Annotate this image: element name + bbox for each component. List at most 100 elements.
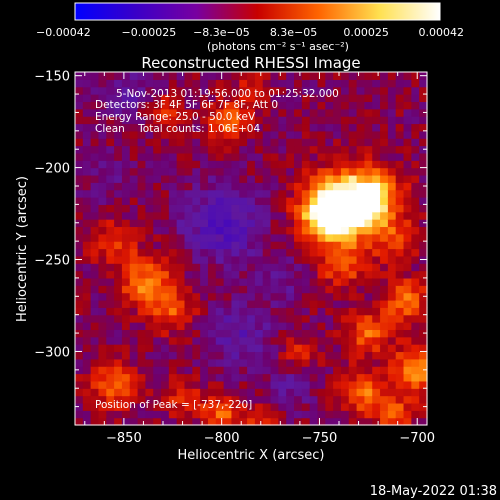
heatmap-cell <box>387 388 397 397</box>
heatmap-cell <box>294 336 303 345</box>
heatmap-cell <box>239 79 248 88</box>
heatmap-cell <box>82 233 92 242</box>
heatmap-cell <box>356 123 366 132</box>
heatmap-cell <box>75 211 84 220</box>
heatmap-cell <box>387 277 397 286</box>
heatmap-cell <box>82 366 92 375</box>
heatmap-cell <box>325 108 334 117</box>
heatmap-cell <box>90 79 100 88</box>
heatmap-cell <box>301 410 311 419</box>
heatmap-cell <box>215 336 225 345</box>
heatmap-cell <box>106 197 115 205</box>
heatmap-cell <box>380 101 389 110</box>
heatmap-cell <box>380 167 389 176</box>
heatmap-cell <box>395 108 405 117</box>
heatmap-cell <box>176 277 186 286</box>
heatmap-cell <box>380 226 389 235</box>
heatmap-cell <box>301 277 311 286</box>
heatmap-cell <box>153 358 162 367</box>
heatmap-cell <box>278 72 287 80</box>
heatmap-cell <box>90 373 100 382</box>
heatmap-cell <box>348 292 358 301</box>
heatmap-cell <box>294 358 303 367</box>
heatmap-cell <box>309 219 319 228</box>
heatmap-cell <box>90 123 100 132</box>
heatmap-cell <box>161 79 170 88</box>
heatmap-cell <box>387 130 397 139</box>
heatmap-cell <box>200 204 209 213</box>
heatmap-cell <box>380 277 389 286</box>
heatmap-cell <box>403 233 412 242</box>
heatmap-cell <box>372 72 381 80</box>
heatmap-cell <box>153 130 162 139</box>
heatmap-cell <box>372 174 381 183</box>
heatmap-cell <box>145 277 154 286</box>
heatmap-cell <box>411 219 420 228</box>
heatmap-cell <box>270 292 279 301</box>
heatmap-cell <box>90 219 100 228</box>
heatmap-cell <box>387 248 397 257</box>
heatmap-cell <box>90 417 100 426</box>
heatmap-cell <box>145 108 154 117</box>
heatmap-cell <box>395 241 405 250</box>
heatmap-cell <box>356 388 366 397</box>
heatmap-cell <box>215 402 225 411</box>
heatmap-cell <box>106 380 115 389</box>
heatmap-cell <box>348 204 358 213</box>
heatmap-cell <box>145 373 154 382</box>
heatmap-cell <box>207 145 217 154</box>
heatmap-cell <box>286 145 295 154</box>
heatmap-cell <box>176 358 186 367</box>
heatmap-cell <box>411 79 420 88</box>
heatmap-cell <box>75 108 84 117</box>
heatmap-cell <box>270 226 279 235</box>
y-axis-ticks: −150−200−250−300 <box>34 70 427 426</box>
heatmap-cell <box>215 174 225 183</box>
heatmap-cell <box>262 145 272 154</box>
heatmap-cell <box>200 263 209 272</box>
heatmap-cell <box>161 86 170 95</box>
heatmap-cell <box>372 189 381 198</box>
heatmap-cell <box>145 211 154 220</box>
heatmap-cell <box>90 248 100 257</box>
heatmap-cell <box>231 79 240 88</box>
heatmap-cell <box>364 204 373 213</box>
heatmap-cell <box>215 167 225 176</box>
heatmap-cell <box>200 344 209 353</box>
clean-counts-text: Clean Total counts: 1.06E+04 <box>95 123 260 135</box>
heatmap-cell <box>364 329 373 338</box>
heatmap-cell <box>168 351 178 360</box>
heatmap-cell <box>325 160 334 169</box>
heatmap-cell <box>161 189 170 198</box>
heatmap-cell <box>348 248 358 257</box>
heatmap-cell <box>294 174 303 183</box>
heatmap-cell <box>395 152 405 161</box>
heatmap-cell <box>380 395 389 404</box>
heatmap-cell <box>200 358 209 367</box>
heatmap-cell <box>239 380 248 389</box>
heatmap-cell <box>395 358 405 367</box>
heatmap-cell <box>145 86 154 95</box>
heatmap-cell <box>270 395 279 404</box>
heatmap-cell <box>176 72 186 80</box>
heatmap-cell <box>129 138 139 147</box>
heatmap-cell <box>419 263 428 272</box>
heatmap-cell <box>231 241 240 250</box>
heatmap-cell <box>372 263 381 272</box>
heatmap-cell <box>129 211 139 220</box>
heatmap-cell <box>176 160 186 169</box>
heatmap-cell <box>387 160 397 169</box>
heatmap-cell <box>309 344 319 353</box>
heatmap-cell <box>106 410 115 419</box>
heatmap-cell <box>121 366 131 375</box>
heatmap-cell <box>90 395 100 404</box>
heatmap-cell <box>254 167 264 176</box>
heatmap-cell <box>184 219 193 228</box>
heatmap-cell <box>90 189 100 198</box>
heatmap-cell <box>231 307 240 316</box>
heatmap-cell <box>161 211 170 220</box>
heatmap-cell <box>247 219 256 228</box>
heatmap-cell <box>153 380 162 389</box>
heatmap-cell <box>309 182 319 191</box>
heatmap-cell <box>286 395 295 404</box>
